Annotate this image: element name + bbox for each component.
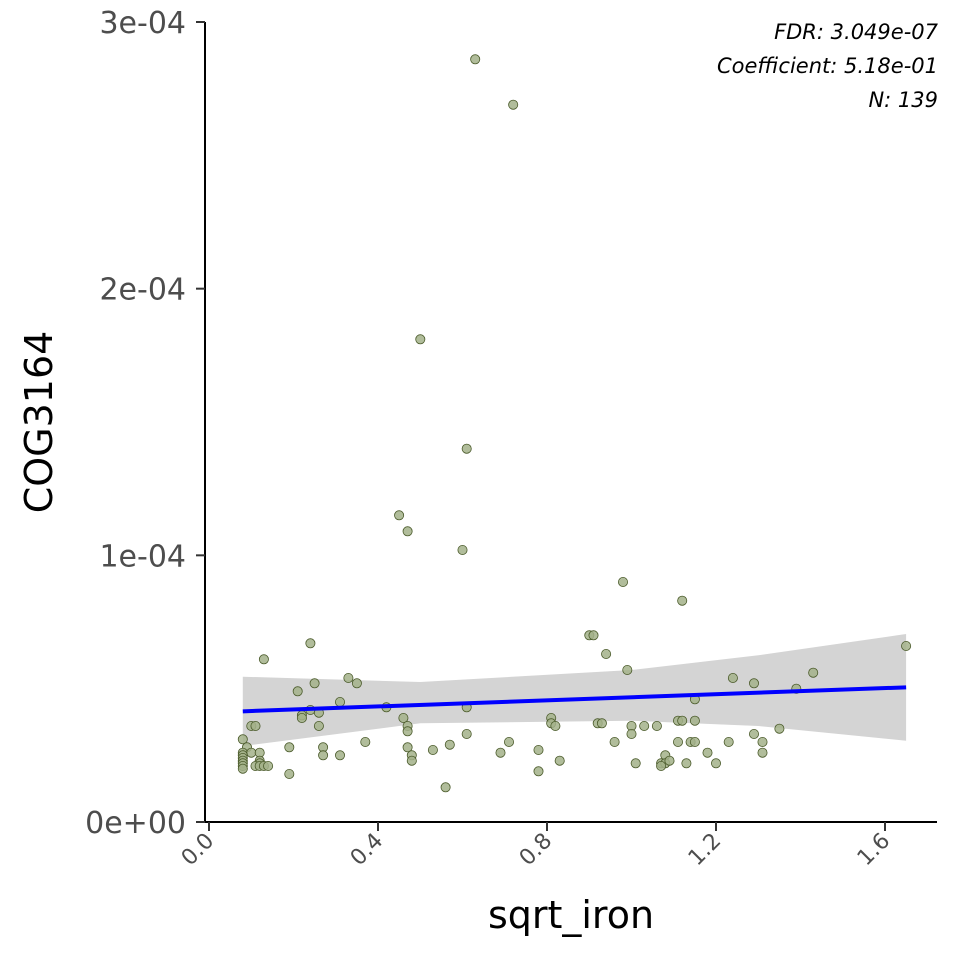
data-point (334, 697, 345, 708)
data-point (427, 745, 438, 756)
data-point (533, 745, 544, 756)
data-point (630, 758, 641, 769)
data-point (601, 649, 612, 660)
x-tick-label: 1.6 (853, 829, 895, 871)
data-point (711, 758, 722, 769)
data-point (394, 510, 405, 521)
data-point (461, 729, 472, 740)
points-layer (237, 54, 912, 793)
y-ticks: 0e+00 1e-04 2e-04 3e-04 (85, 6, 205, 841)
y-tick-label: 2e-04 (99, 273, 186, 308)
data-point (554, 755, 565, 766)
x-axis: 0.0 0.4 0.8 1.2 1.6 (177, 821, 937, 871)
data-point (689, 715, 700, 726)
data-point (639, 721, 650, 732)
data-point (406, 755, 417, 766)
coefficient-annotation: Coefficient: 5.18e-01 (717, 54, 938, 78)
data-point (470, 54, 481, 65)
data-point (402, 726, 413, 737)
data-point (673, 737, 684, 748)
data-point (757, 737, 768, 748)
data-point (774, 723, 785, 734)
data-point (402, 742, 413, 753)
confidence-band-group (242, 634, 907, 746)
data-point (503, 737, 514, 748)
data-point (313, 721, 324, 732)
data-point (609, 737, 620, 748)
data-point (677, 715, 688, 726)
data-point (626, 729, 637, 740)
data-point (343, 673, 354, 684)
y-tick-label: 1e-04 (99, 539, 186, 574)
data-point (681, 758, 692, 769)
data-point (318, 750, 329, 761)
x-ticks: 0.0 0.4 0.8 1.2 1.6 (177, 822, 895, 871)
data-point (588, 630, 599, 641)
data-point (808, 667, 819, 678)
data-point (457, 545, 468, 556)
data-point (723, 737, 734, 748)
data-point (757, 747, 768, 758)
data-point (263, 761, 274, 772)
data-point (596, 718, 607, 729)
y-tick-label: 3e-04 (99, 6, 186, 41)
x-tick-label: 0.4 (346, 829, 388, 871)
x-tick-label: 0.8 (515, 829, 557, 871)
n-annotation: N: 139 (868, 88, 938, 112)
data-point (237, 763, 248, 774)
data-point (440, 782, 451, 793)
data-point (664, 755, 675, 766)
data-point (622, 665, 633, 676)
data-point (284, 742, 295, 753)
data-point (689, 737, 700, 748)
y-axis-title: COG3164 (17, 331, 61, 514)
data-point (284, 769, 295, 780)
data-point (258, 654, 269, 665)
data-point (237, 734, 248, 745)
y-tick-label: 0e+00 (85, 806, 186, 841)
data-point (749, 678, 760, 689)
x-axis-title: sqrt_iron (488, 893, 654, 937)
data-point (677, 595, 688, 606)
stats-annotation: FDR: 3.049e-07 Coefficient: 5.18e-01 N: … (717, 20, 939, 112)
fdr-annotation: FDR: 3.049e-07 (774, 20, 939, 44)
data-point (651, 721, 662, 732)
data-point (309, 678, 320, 689)
data-point (402, 526, 413, 537)
data-point (334, 750, 345, 761)
data-point (360, 737, 371, 748)
regression-line (242, 685, 907, 714)
data-point (250, 721, 261, 732)
data-point (351, 678, 362, 689)
data-point (415, 334, 426, 345)
x-tick-label: 1.2 (684, 829, 726, 871)
data-point (749, 729, 760, 740)
data-point (901, 641, 912, 652)
data-point (656, 761, 667, 772)
data-point (702, 747, 713, 758)
data-point (305, 638, 316, 649)
data-point (508, 99, 519, 110)
data-point (727, 673, 738, 684)
data-point (533, 766, 544, 777)
y-axis: 0e+00 1e-04 2e-04 3e-04 (85, 6, 206, 841)
data-point (296, 713, 307, 724)
confidence-band (242, 634, 907, 746)
data-point (398, 713, 409, 724)
data-point (444, 739, 455, 750)
data-point (292, 686, 303, 697)
data-point (246, 747, 257, 758)
data-point (618, 577, 629, 588)
data-point (495, 747, 506, 758)
data-point (550, 721, 561, 732)
data-point (461, 443, 472, 454)
